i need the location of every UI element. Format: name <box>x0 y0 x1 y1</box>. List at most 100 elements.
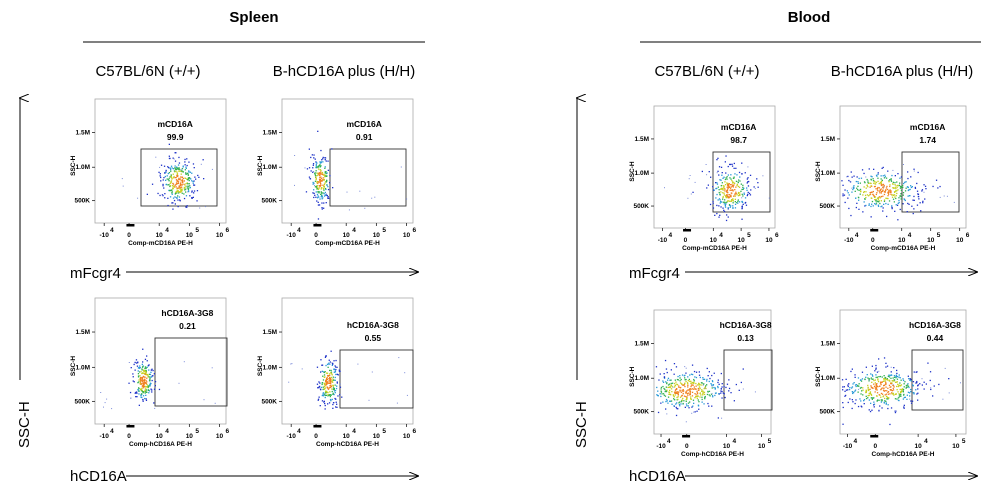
event-dot <box>319 180 321 182</box>
event-dot <box>137 197 139 199</box>
event-dot <box>193 167 195 169</box>
event-dot <box>873 404 875 406</box>
event-dot <box>663 387 665 390</box>
event-dot <box>667 377 670 379</box>
event-dot <box>181 168 184 170</box>
event-dot <box>316 182 318 184</box>
event-dot <box>182 165 184 167</box>
event-dot <box>852 383 854 385</box>
event-dot <box>331 388 333 390</box>
event-dot <box>712 186 714 188</box>
event-dot <box>717 199 719 201</box>
event-dot <box>192 180 194 183</box>
event-dot <box>330 381 332 383</box>
event-dot <box>891 207 893 209</box>
event-dot <box>160 164 163 166</box>
event-dot <box>202 159 204 161</box>
event-dot <box>148 384 151 386</box>
event-dot <box>848 388 851 391</box>
event-dot <box>316 185 318 187</box>
event-dot <box>842 195 844 197</box>
event-dot <box>720 179 722 181</box>
x-tick-label: 10 <box>216 232 224 239</box>
event-dot <box>174 193 176 195</box>
event-dot <box>332 376 334 378</box>
event-dot <box>727 188 729 190</box>
event-dot <box>168 189 170 192</box>
event-dot <box>322 177 324 179</box>
event-dot <box>722 201 725 203</box>
event-dot <box>146 386 148 388</box>
event-dot <box>173 186 175 188</box>
event-dot <box>868 380 870 382</box>
event-dot <box>666 382 668 385</box>
event-dot <box>726 214 728 216</box>
event-dot <box>732 198 734 200</box>
event-dot <box>336 381 338 383</box>
event-dot <box>148 390 151 392</box>
event-dot <box>726 178 728 180</box>
event-dot <box>339 394 341 396</box>
event-dot <box>176 166 178 168</box>
event-dot <box>910 378 912 381</box>
event-dot <box>881 190 884 192</box>
event-dot <box>877 173 879 176</box>
event-dot <box>704 395 706 398</box>
event-dot <box>903 182 905 185</box>
event-dot <box>332 387 335 389</box>
event-dot <box>665 400 667 403</box>
event-dot <box>864 182 866 184</box>
event-dot <box>872 194 875 196</box>
event-dot <box>721 187 724 190</box>
event-dot <box>319 169 321 171</box>
event-dot <box>320 184 322 186</box>
event-dot <box>712 396 714 398</box>
event-dot <box>850 171 852 173</box>
event-dot <box>178 167 180 169</box>
event-dot <box>139 380 141 383</box>
event-dot <box>875 199 877 202</box>
event-dot <box>319 174 321 177</box>
event-dot <box>886 185 888 188</box>
event-dot <box>859 182 861 184</box>
event-dot <box>688 178 690 180</box>
event-dot <box>852 401 854 403</box>
event-dot <box>328 378 330 380</box>
event-dot <box>321 382 323 384</box>
event-dot <box>163 187 165 189</box>
x-tick-label: -10 <box>99 433 109 440</box>
event-dot <box>916 182 918 185</box>
event-dot <box>714 394 716 397</box>
event-dot <box>320 180 323 182</box>
event-dot <box>898 394 901 396</box>
event-dot <box>869 393 871 395</box>
event-dot <box>913 208 915 210</box>
event-dot <box>332 407 334 409</box>
event-dot <box>322 388 324 391</box>
x-tick-exponent: 4 <box>110 428 114 435</box>
event-dot <box>326 194 328 197</box>
event-dot <box>703 378 706 380</box>
event-dot <box>875 387 877 389</box>
event-dot <box>879 382 882 384</box>
event-dot <box>910 402 913 404</box>
event-dot <box>313 171 315 172</box>
plot-frame <box>653 309 772 435</box>
event-dot <box>881 190 883 193</box>
y-tick-label: 500K <box>74 198 90 205</box>
event-dot <box>316 383 319 385</box>
event-dot <box>888 180 890 182</box>
panel-x-title: Comp-hCD16A PE-H <box>872 451 935 458</box>
event-dot <box>868 389 870 391</box>
event-dot <box>323 401 325 403</box>
event-dot <box>324 408 326 410</box>
event-dot <box>673 396 675 398</box>
event-dot <box>145 394 147 396</box>
event-dot <box>886 365 889 367</box>
event-dot <box>678 386 680 388</box>
event-dot <box>717 379 719 381</box>
event-dot <box>875 387 878 389</box>
event-dot <box>145 369 147 372</box>
event-dot <box>860 380 863 382</box>
event-dot <box>718 189 720 191</box>
